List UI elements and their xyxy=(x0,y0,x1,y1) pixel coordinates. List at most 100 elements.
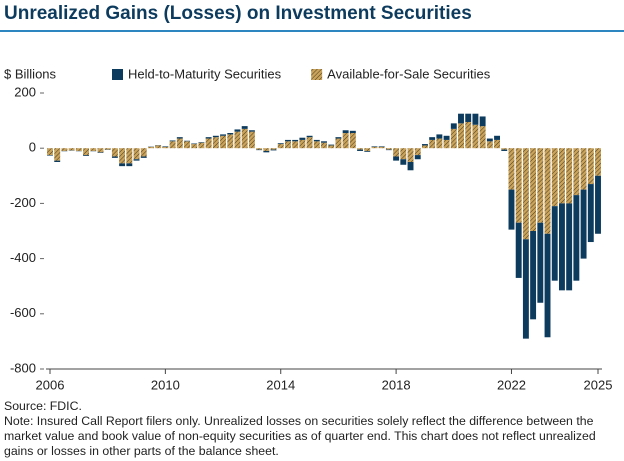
legend-swatch xyxy=(112,69,123,80)
bar-segment xyxy=(429,137,436,140)
bar-segment xyxy=(393,148,400,157)
bar-segment xyxy=(595,175,601,234)
bar-segment xyxy=(248,131,255,149)
bar-segment xyxy=(472,113,479,125)
bar-segment xyxy=(126,148,133,164)
bar-segment xyxy=(486,141,493,149)
legend-label: Available-for-Sale Securities xyxy=(327,66,491,81)
bar-segment xyxy=(313,139,320,142)
y-tick-label: -600 xyxy=(10,305,36,320)
bar-segment xyxy=(472,124,479,149)
bar-segment xyxy=(220,134,227,136)
bar-segment xyxy=(47,155,53,156)
x-tick-label: 2022 xyxy=(497,377,526,392)
bar-segment xyxy=(443,139,450,149)
bar-segment xyxy=(263,148,270,151)
bar-segment xyxy=(292,141,299,149)
bar-segment xyxy=(385,149,392,151)
bar-segment xyxy=(75,148,82,151)
chart-title: Unrealized Gains (Losses) on Investment … xyxy=(4,3,472,24)
bar-segment xyxy=(277,143,284,145)
bar-segment xyxy=(277,144,284,149)
bar-segment xyxy=(551,148,558,207)
bar-segment xyxy=(111,148,118,157)
bar-segment xyxy=(147,146,154,149)
bar-segment xyxy=(140,156,147,158)
bar-segment xyxy=(133,159,140,161)
bar-segment xyxy=(169,141,176,149)
bar-segment xyxy=(479,116,486,127)
y-tick-label: 0 xyxy=(29,140,36,155)
x-tick-label: 2025 xyxy=(584,377,613,392)
bar-segment xyxy=(234,129,241,132)
bar-segment xyxy=(558,148,565,204)
bar-segment xyxy=(537,148,544,223)
bar-segment xyxy=(537,222,544,303)
bar-segment xyxy=(284,139,291,142)
bar-segment xyxy=(119,148,126,164)
note: Note: Insured Call Report filers only. U… xyxy=(4,414,596,458)
bar-segment xyxy=(407,148,414,162)
bar-segment xyxy=(176,138,183,149)
bar-segment xyxy=(530,148,537,231)
bar-segment xyxy=(580,189,587,259)
bar-segment xyxy=(458,123,464,149)
bar-segment xyxy=(335,138,342,149)
bar-segment xyxy=(220,135,227,149)
bar-segment xyxy=(494,139,501,149)
bar-segment xyxy=(321,141,327,143)
y-tick-label: -400 xyxy=(10,250,36,265)
bar-segment xyxy=(400,148,407,160)
bar-segment xyxy=(429,139,436,149)
bar-segment xyxy=(191,144,198,149)
bar-segment xyxy=(357,149,364,151)
bar-segment xyxy=(155,145,162,149)
bar-segment xyxy=(566,148,573,204)
bar-segment xyxy=(306,137,313,149)
bar-segment xyxy=(212,135,219,138)
bar-segment xyxy=(357,148,364,150)
bar-segment xyxy=(54,148,61,161)
bar-segment xyxy=(321,142,327,149)
legend-swatch xyxy=(311,69,323,80)
bar-segment xyxy=(83,148,90,156)
bar-segment xyxy=(587,148,594,185)
bar-segment xyxy=(580,148,587,190)
bar-segment xyxy=(421,144,428,146)
bar-segment xyxy=(515,148,522,223)
bar-segment xyxy=(544,148,551,234)
footnotes: Source: FDIC. Note: Insured Call Report … xyxy=(4,399,620,459)
x-tick-label: 2018 xyxy=(382,377,411,392)
bar-segment xyxy=(299,139,306,149)
bar-segment xyxy=(140,148,147,157)
bar-segment xyxy=(328,144,335,146)
bar-segment xyxy=(522,148,529,240)
bar-segment xyxy=(414,148,421,156)
bar-segment xyxy=(256,148,263,150)
bar-segment xyxy=(508,148,515,190)
bar-segment xyxy=(97,152,104,153)
bar-segment xyxy=(522,239,529,339)
bar-segment xyxy=(68,148,75,151)
bar-segment xyxy=(501,149,508,151)
bar-segment xyxy=(133,148,140,160)
bar-segment xyxy=(270,149,277,151)
bar-segment xyxy=(436,138,443,149)
bar-segment xyxy=(205,138,212,149)
bar-segment xyxy=(234,131,241,149)
bar-segment xyxy=(342,133,349,149)
bar-segment xyxy=(90,148,97,151)
bar-segment xyxy=(436,134,443,139)
bar-segment xyxy=(212,137,219,149)
bar-segment xyxy=(587,184,594,243)
bar-segment xyxy=(104,148,111,150)
y-axis-label: $ Billions xyxy=(4,66,57,81)
bar-segment xyxy=(450,123,457,129)
bar-segment xyxy=(566,203,573,291)
bar-segment xyxy=(450,128,457,149)
bar-segment xyxy=(162,146,169,147)
bar-segment xyxy=(184,141,190,149)
bar-segment xyxy=(414,155,421,160)
x-tick-label: 2010 xyxy=(151,377,180,392)
